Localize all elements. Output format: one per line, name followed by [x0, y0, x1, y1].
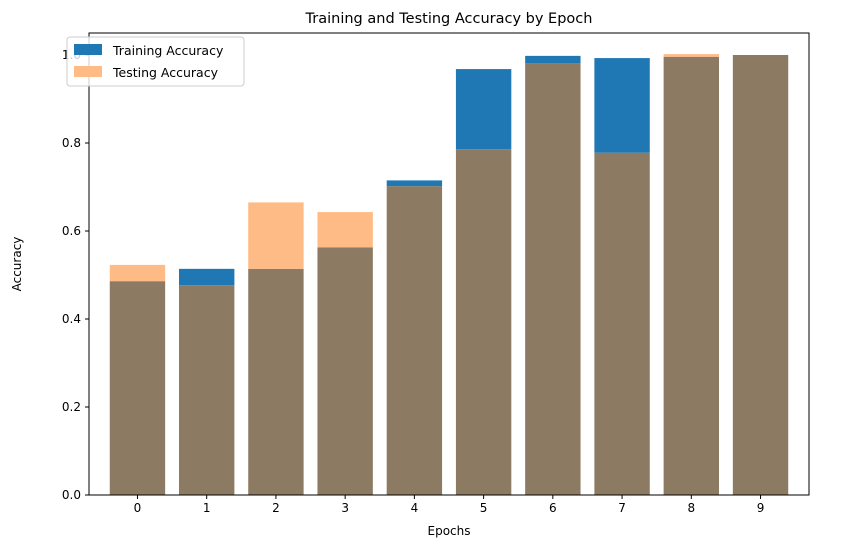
bar-training-epoch-6	[525, 55, 581, 64]
x-axis: 0 1 2 3 4 5 6 7 8 9	[134, 495, 765, 515]
bar-training-epoch-7	[594, 58, 650, 153]
chart-title: Training and Testing Accuracy by Epoch	[305, 11, 593, 27]
x-tick-label: 1	[203, 501, 211, 515]
bar-training-epoch-4	[386, 180, 443, 187]
legend-label-training: Training Accuracy	[112, 43, 224, 58]
x-tick-label: 8	[687, 501, 695, 515]
bar-overlap-epoch-7	[594, 152, 650, 495]
plot-frame	[88, 32, 810, 496]
bar-overlap-epoch-4	[386, 186, 443, 495]
x-tick-label: 6	[549, 501, 557, 515]
legend-label-testing: Testing Accuracy	[112, 65, 219, 80]
bar-overlap-epoch-2	[248, 268, 304, 495]
x-tick-label: 4	[411, 501, 419, 515]
y-tick-label: 0.4	[62, 312, 81, 326]
bar-overlap-epoch-1	[179, 285, 235, 495]
x-tick-label: 3	[341, 501, 349, 515]
bar-overlap-epoch-5	[455, 149, 512, 495]
bars-group	[109, 54, 789, 496]
legend-swatch-testing	[74, 66, 102, 77]
legend-swatch-training	[74, 44, 102, 55]
bar-testing-epoch-2	[248, 202, 304, 269]
y-axis: 0.00.20.40.60.81.0	[62, 48, 89, 502]
bar-testing-epoch-8	[663, 54, 719, 57]
bar-training-epoch-1	[179, 268, 235, 286]
bar-testing-epoch-3	[317, 212, 373, 248]
legend: Training Accuracy Testing Accuracy	[66, 36, 245, 87]
x-axis-label: Epochs	[428, 524, 471, 538]
x-tick-label: 5	[480, 501, 488, 515]
bar-training-epoch-5	[455, 69, 512, 150]
y-tick-label: 0.6	[62, 224, 81, 238]
bar-overlap-epoch-9	[732, 55, 789, 495]
y-tick-label: 0.2	[62, 400, 81, 414]
y-tick-label: 0.0	[62, 488, 81, 502]
x-tick-label: 9	[757, 501, 765, 515]
bar-overlap-epoch-8	[663, 56, 719, 495]
bar-overlap-epoch-6	[525, 63, 581, 496]
x-tick-label: 7	[618, 501, 626, 515]
bar-overlap-epoch-3	[317, 247, 373, 495]
bar-testing-epoch-0	[109, 264, 166, 282]
y-axis-label: Accuracy	[10, 237, 24, 292]
bar-overlap-epoch-0	[109, 281, 166, 495]
x-tick-label: 2	[272, 501, 280, 515]
y-tick-label: 0.8	[62, 136, 81, 150]
legend-frame	[66, 36, 245, 87]
x-tick-label: 0	[134, 501, 142, 515]
